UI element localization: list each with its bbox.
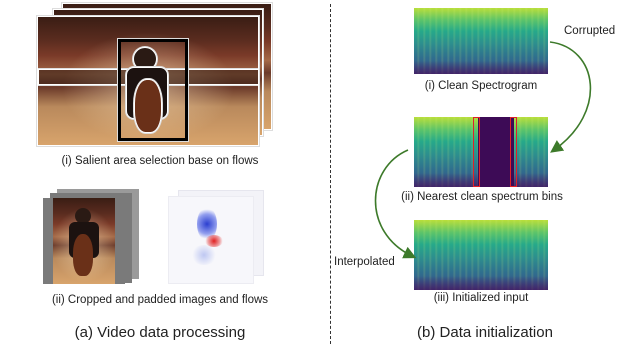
- flow-frame-front: [168, 196, 254, 284]
- cello: [134, 79, 162, 133]
- masked-region: [478, 117, 514, 187]
- panel-b-title: (b) Data initialization: [417, 324, 553, 341]
- corrupted-spectrogram: [414, 117, 548, 187]
- flow-light-region: [191, 245, 217, 265]
- caption-cropped-padded: (ii) Cropped and padded images and flows: [51, 294, 269, 306]
- panel-a-title: (a) Video data processing: [74, 324, 246, 341]
- initialized-spectrogram: [414, 220, 548, 290]
- video-frame-front: [37, 16, 259, 146]
- flow-red-region: [205, 235, 223, 247]
- flow-blue-region: [197, 207, 217, 241]
- label-interpolated: Interpolated: [334, 256, 395, 268]
- padding-left: [43, 198, 53, 284]
- padding-right: [115, 198, 125, 284]
- nearest-bin-right: [510, 117, 517, 187]
- cropped-performer-head: [75, 208, 91, 224]
- spectrogram-shade: [414, 8, 548, 74]
- spectrogram-shade: [414, 220, 548, 290]
- caption-salient-area: (i) Salient area selection base on flows: [61, 155, 259, 167]
- caption-nearest-bins: (ii) Nearest clean spectrum bins: [401, 191, 563, 203]
- cropped-cello: [73, 234, 93, 276]
- clean-spectrogram: [414, 8, 548, 74]
- cropped-frame-front: [43, 198, 125, 284]
- caption-clean-spectrogram: (i) Clean Spectrogram: [424, 80, 538, 92]
- interpolated-arrow: [374, 149, 417, 259]
- label-corrupted: Corrupted: [564, 25, 616, 37]
- panel-divider: [330, 4, 331, 344]
- caption-initialized-input: (iii) Initialized input: [433, 292, 529, 304]
- corrupted-arrow: [549, 41, 592, 153]
- nearest-bin-left: [473, 117, 480, 187]
- arrows-layer: [374, 41, 592, 259]
- salient-area-box: [118, 39, 188, 141]
